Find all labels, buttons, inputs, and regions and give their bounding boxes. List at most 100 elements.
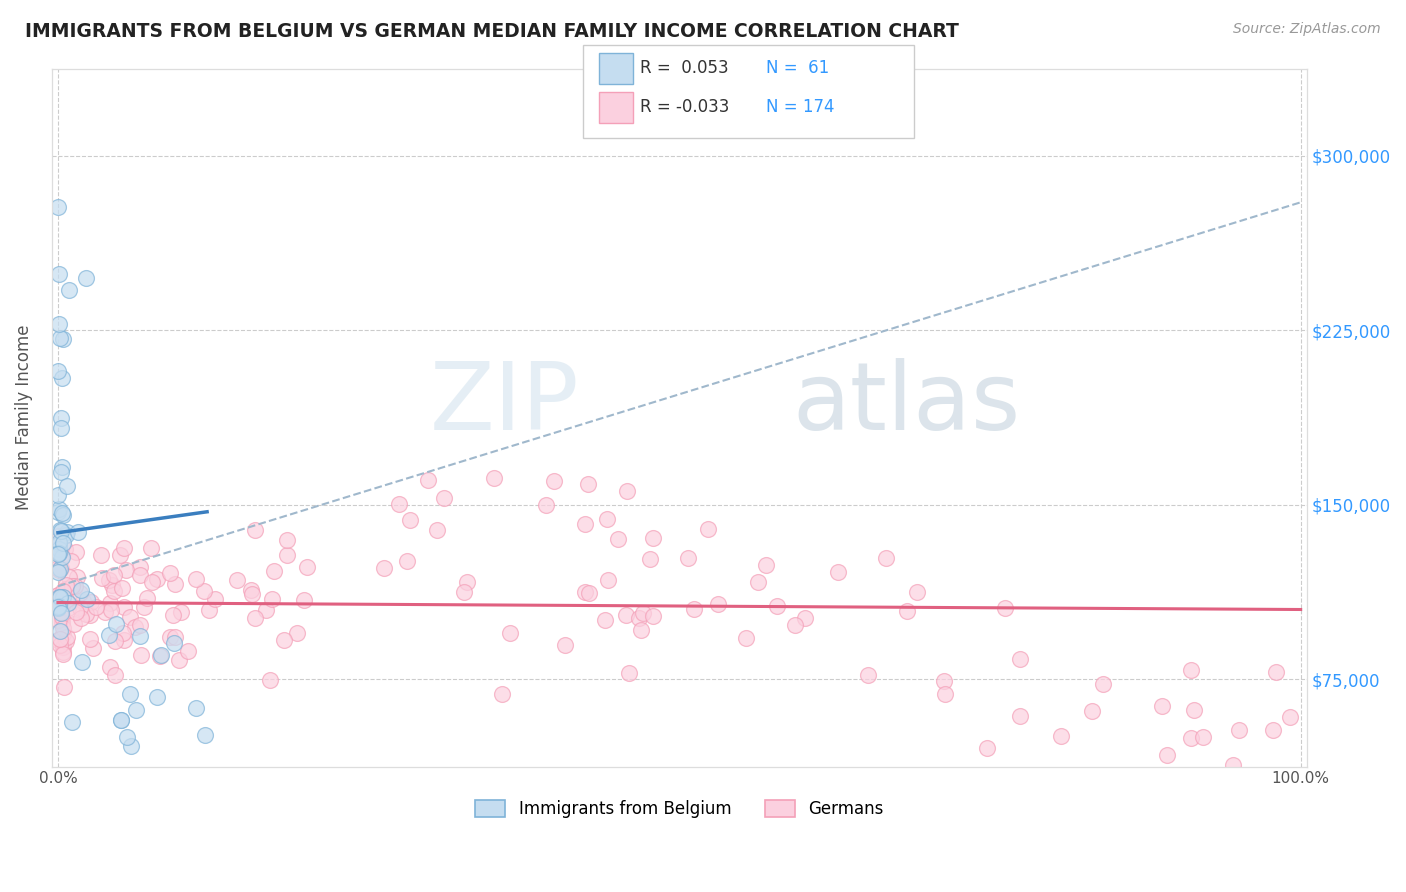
Point (395, 553, 418, 567)
Text: R =  0.053: R = 0.053 (640, 59, 728, 77)
Point (46, 599, 69, 614)
Point (243, 523, 266, 537)
Point (91, 571, 114, 585)
Point (52, 584, 75, 599)
Point (630, 623, 652, 637)
Point (146, 572, 169, 586)
Point (79, 632, 101, 646)
Point (1180, 731, 1202, 745)
Point (129, 560, 152, 574)
Point (53, 680, 76, 694)
Point (162, 608, 184, 623)
Point (595, 512, 617, 526)
Point (51, 507, 73, 521)
Point (111, 581, 134, 595)
Point (51, 421, 73, 435)
Point (48, 590, 70, 604)
Point (112, 632, 135, 647)
Point (614, 608, 637, 623)
Point (46, 588, 69, 602)
Point (194, 728, 217, 742)
Point (170, 605, 193, 619)
Point (49, 632, 72, 646)
Point (163, 636, 186, 650)
Point (433, 491, 456, 505)
Point (46, 591, 69, 606)
Point (631, 606, 654, 620)
Point (112, 541, 135, 556)
Point (48, 633, 70, 648)
Point (112, 600, 135, 615)
Point (52, 536, 75, 550)
Point (905, 585, 928, 599)
Point (52, 640, 75, 654)
Point (58, 601, 80, 615)
Point (120, 610, 142, 624)
Point (82, 640, 104, 655)
Point (70, 582, 93, 597)
Point (735, 631, 758, 645)
Point (49, 466, 72, 480)
Point (48, 501, 70, 516)
Point (97, 573, 120, 587)
Point (65, 579, 87, 593)
Point (976, 740, 998, 755)
Point (697, 522, 720, 536)
Point (60, 714, 83, 729)
Point (49, 562, 72, 576)
Point (491, 687, 513, 701)
Point (165, 577, 187, 591)
Point (48, 537, 70, 551)
Point (1265, 665, 1288, 680)
Point (994, 601, 1017, 615)
Point (46, 547, 69, 561)
Point (285, 626, 308, 640)
Point (79, 595, 101, 609)
Text: IMMIGRANTS FROM BELGIUM VS GERMAN MEDIAN FAMILY INCOME CORRELATION CHART: IMMIGRANTS FROM BELGIUM VS GERMAN MEDIAN… (25, 22, 959, 41)
Point (60, 554, 83, 568)
Point (52, 621, 75, 635)
Point (115, 563, 138, 577)
Point (1008, 709, 1031, 723)
Point (793, 611, 815, 625)
Point (484, 471, 506, 485)
Point (129, 648, 152, 663)
Point (1010, 652, 1032, 666)
Point (128, 568, 150, 582)
Point (55, 634, 77, 648)
Point (755, 558, 778, 572)
Point (100, 578, 122, 592)
Point (186, 700, 208, 714)
Point (103, 568, 125, 582)
Point (1227, 723, 1250, 737)
Text: N = 174: N = 174 (766, 98, 835, 116)
Point (75, 270, 97, 285)
Point (1050, 729, 1073, 743)
Point (617, 665, 640, 680)
Point (104, 668, 127, 682)
Point (66, 524, 89, 539)
Point (58, 569, 80, 583)
Point (1180, 664, 1202, 678)
Point (388, 497, 411, 511)
Point (52, 332, 75, 346)
Point (578, 585, 600, 599)
Point (46, 588, 69, 602)
Text: ZIP: ZIP (429, 358, 579, 450)
Point (682, 601, 704, 615)
Point (46, 487, 69, 501)
Point (97, 628, 120, 642)
Point (53, 542, 76, 557)
Point (46, 545, 69, 559)
Point (606, 532, 628, 546)
Point (69, 601, 91, 615)
Point (46, 565, 69, 579)
Point (243, 611, 266, 625)
Point (426, 523, 449, 537)
Point (48, 546, 70, 560)
Point (48, 534, 70, 549)
Point (159, 566, 181, 581)
Point (55, 578, 77, 592)
Point (55, 582, 77, 596)
Point (167, 653, 190, 667)
